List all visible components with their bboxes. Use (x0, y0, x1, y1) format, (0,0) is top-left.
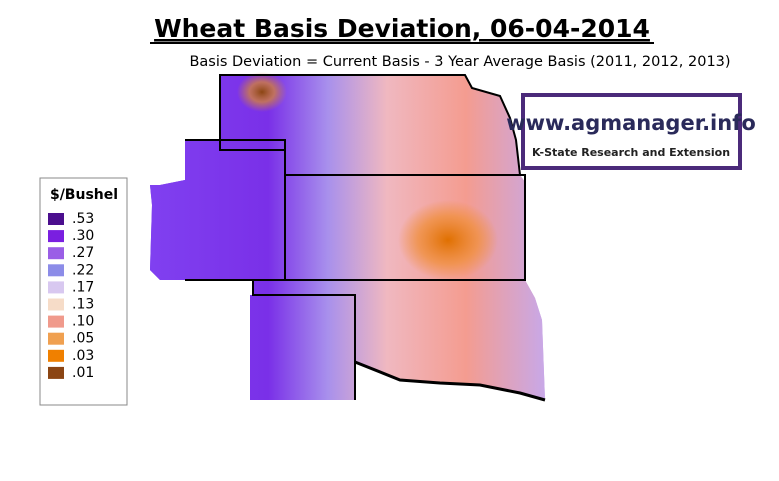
subtitle: Basis Deviation = Current Basis - 3 Year… (189, 54, 730, 70)
logo-url: www.agmanager.info (506, 111, 756, 135)
state-borders (185, 74, 546, 402)
legend-label: .22 (72, 262, 94, 278)
legend-label: .01 (72, 365, 94, 381)
legend-swatch (48, 332, 64, 345)
brown-spot (237, 72, 287, 112)
logo-frame (521, 93, 742, 170)
legend-label: .13 (72, 297, 94, 313)
legend-label: .27 (72, 245, 94, 261)
legend-label: .10 (72, 314, 94, 330)
legend: $/Bushel .53.30.27.22.17 .13.10.05.03.01 (39, 177, 128, 406)
legend-swatch (48, 264, 64, 277)
legend-swatch (48, 298, 64, 311)
title: Wheat Basis Deviation, 06-04-2014 (154, 14, 650, 43)
orange-spot (398, 200, 498, 280)
legend-swatch (48, 247, 64, 260)
legend-title: $/Bushel (50, 187, 118, 203)
logo: www.agmanager.info K-State Research and … (506, 93, 756, 170)
legend-label: .17 (72, 279, 94, 295)
map (150, 72, 546, 402)
legend-label: .03 (72, 348, 94, 364)
legend-label: .53 (72, 211, 94, 227)
legend-swatch (48, 281, 64, 294)
legend-swatch (48, 213, 64, 225)
legend-label: .05 (72, 331, 94, 347)
legend-swatch (48, 366, 64, 379)
logo-org: K-State Research and Extension (532, 146, 730, 159)
legend-swatch (48, 315, 64, 328)
legend-swatch (48, 349, 64, 362)
legend-label: .30 (72, 228, 94, 244)
legend-swatch (48, 230, 64, 243)
